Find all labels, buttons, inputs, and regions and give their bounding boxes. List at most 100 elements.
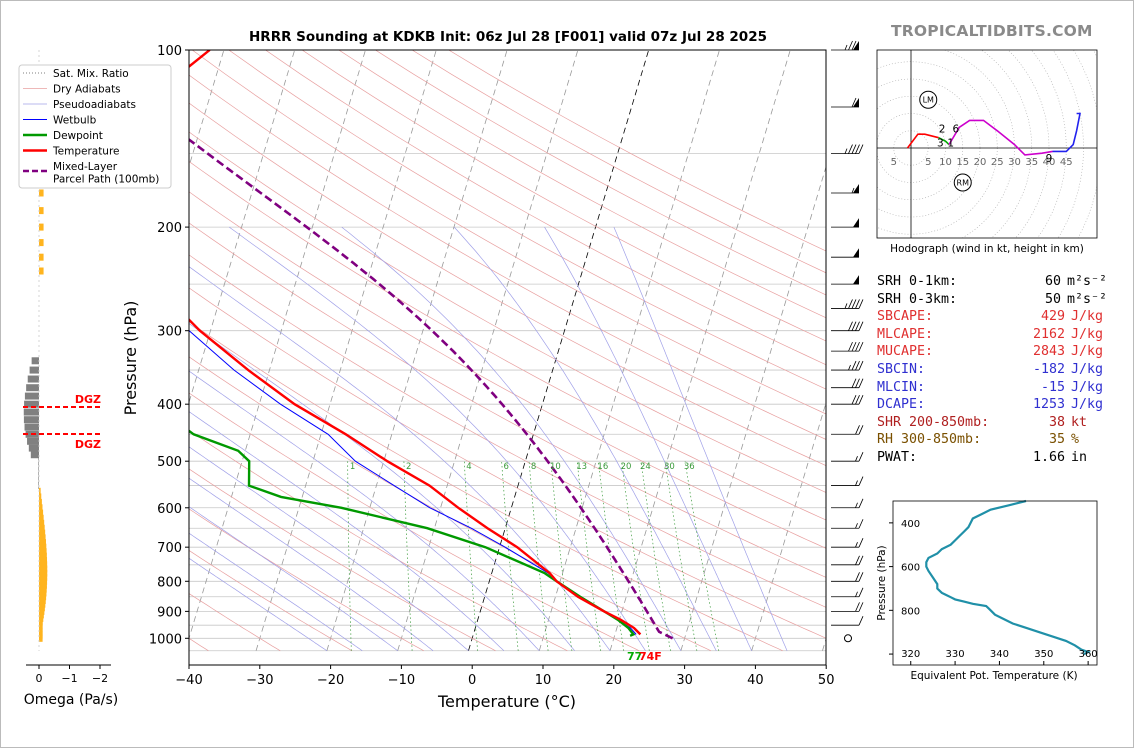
mixing-ratio-label: 10 bbox=[550, 462, 561, 472]
index-row: RH 300-850mb:35% bbox=[877, 431, 1107, 449]
moist-adiabat bbox=[1, 227, 433, 651]
calm-wind-marker bbox=[845, 635, 852, 642]
theta-e-x-tick-label: 320 bbox=[901, 649, 920, 660]
legend-entry: Pseudoadiabats bbox=[53, 99, 136, 111]
y-tick-label: 100 bbox=[157, 44, 182, 59]
omega-bar bbox=[30, 367, 39, 374]
theta-e-x-tick-label: 340 bbox=[990, 649, 1009, 660]
mixing-ratio-label: 1 bbox=[350, 462, 355, 472]
omega-bar bbox=[32, 357, 39, 364]
brand-watermark: TROPICALTIDBITS.COM bbox=[891, 22, 1093, 40]
index-key: MUCAPE: bbox=[877, 343, 1001, 361]
omega-bar bbox=[31, 451, 39, 458]
x-tick-label: 10 bbox=[535, 673, 552, 688]
mixing-ratio-line bbox=[464, 461, 477, 651]
hodograph-height-label: 2 bbox=[939, 123, 946, 135]
mixing-ratio-label: 16 bbox=[597, 462, 608, 472]
omega-bar bbox=[39, 224, 44, 231]
theta-e-xlabel: Equivalent Pot. Temperature (K) bbox=[910, 670, 1077, 682]
hodograph-ring-label: 5 bbox=[891, 157, 897, 168]
isotherm bbox=[681, 50, 861, 651]
omega-bar bbox=[24, 416, 39, 423]
omega-tick-label: −2 bbox=[92, 672, 108, 685]
wind-barb bbox=[831, 322, 863, 331]
wind-barb bbox=[831, 248, 859, 257]
index-unit: m²s⁻² bbox=[1061, 291, 1107, 309]
theta-e-y-tick-label: 800 bbox=[901, 606, 920, 617]
y-tick-label: 500 bbox=[157, 455, 182, 470]
mixing-ratio-line bbox=[348, 461, 352, 651]
wind-barb bbox=[831, 342, 863, 351]
index-key: SRH 0-1km: bbox=[877, 273, 998, 291]
hodograph-trace bbox=[908, 134, 939, 148]
dgz-label: DGZ bbox=[75, 393, 101, 406]
index-value: -15 bbox=[1001, 379, 1065, 397]
x-tick-label: −20 bbox=[317, 673, 344, 688]
y-tick-label: 300 bbox=[157, 325, 182, 340]
wind-barb bbox=[831, 145, 863, 154]
omega-bar bbox=[25, 424, 39, 431]
mixing-ratio-line bbox=[665, 461, 697, 651]
omega-bar bbox=[39, 239, 44, 246]
omega-bar bbox=[39, 268, 44, 275]
x-tick-label: −10 bbox=[388, 673, 415, 688]
hodograph-ring-label: 10 bbox=[939, 157, 952, 168]
wind-barb bbox=[831, 361, 863, 370]
index-unit: kt bbox=[1065, 414, 1087, 432]
hodograph-ring-label: 25 bbox=[991, 157, 1004, 168]
theta-e-x-tick-label: 330 bbox=[946, 649, 965, 660]
x-tick-label: 0 bbox=[468, 673, 476, 688]
index-value: 2843 bbox=[1001, 343, 1065, 361]
isotherm bbox=[256, 50, 436, 651]
legend-entry: Wetbulb bbox=[53, 115, 97, 127]
wind-barb bbox=[831, 275, 859, 284]
mixing-ratio-label: 6 bbox=[504, 462, 509, 472]
wind-barb bbox=[831, 538, 863, 547]
index-unit: J/kg bbox=[1065, 326, 1103, 344]
omega-bar bbox=[29, 445, 39, 452]
wind-barb bbox=[831, 98, 859, 107]
hodograph-height-label: 6 bbox=[953, 123, 960, 135]
index-value: 429 bbox=[1001, 308, 1065, 326]
index-value: 2162 bbox=[1001, 326, 1065, 344]
storm-motion-label: RM bbox=[957, 179, 970, 188]
mixing-ratio-label: 4 bbox=[466, 462, 471, 472]
omega-bar bbox=[25, 393, 39, 400]
y-tick-label: 600 bbox=[157, 502, 182, 517]
legend-entry: Temperature bbox=[52, 146, 120, 158]
legend-entry: Dry Adiabats bbox=[53, 84, 121, 96]
index-unit: J/kg bbox=[1065, 343, 1103, 361]
mixing-ratio-line bbox=[529, 461, 548, 651]
theta-e-y-tick-label: 600 bbox=[901, 563, 920, 574]
moist-adiabat bbox=[614, 227, 787, 651]
mixing-ratio-line bbox=[404, 461, 412, 651]
mixing-ratio-line bbox=[641, 461, 670, 651]
wind-barb bbox=[831, 477, 863, 486]
x-axis-label: Temperature (°C) bbox=[437, 692, 576, 711]
x-tick-label: −40 bbox=[175, 673, 202, 688]
isotherm bbox=[327, 50, 507, 651]
y-tick-label: 1000 bbox=[149, 632, 182, 647]
index-unit: J/kg bbox=[1065, 379, 1103, 397]
index-key: SRH 0-3km: bbox=[877, 291, 998, 309]
wind-barb bbox=[831, 616, 863, 625]
moist-adiabat bbox=[1, 227, 398, 651]
x-tick-label: 50 bbox=[818, 673, 835, 688]
theta-e-ylabel: Pressure (hPa) bbox=[876, 545, 888, 620]
mixing-ratio-label: 8 bbox=[531, 462, 536, 472]
index-key: MLCAPE: bbox=[877, 326, 1001, 344]
omega-label: Omega (Pa/s) bbox=[24, 692, 119, 708]
mixing-ratio-label: 30 bbox=[664, 462, 675, 472]
hodograph-trace bbox=[949, 120, 1053, 154]
omega-bar bbox=[39, 635, 43, 642]
index-key: RH 300-850mb: bbox=[877, 431, 1001, 449]
theta-e-line bbox=[926, 501, 1088, 654]
omega-bar bbox=[39, 189, 44, 196]
